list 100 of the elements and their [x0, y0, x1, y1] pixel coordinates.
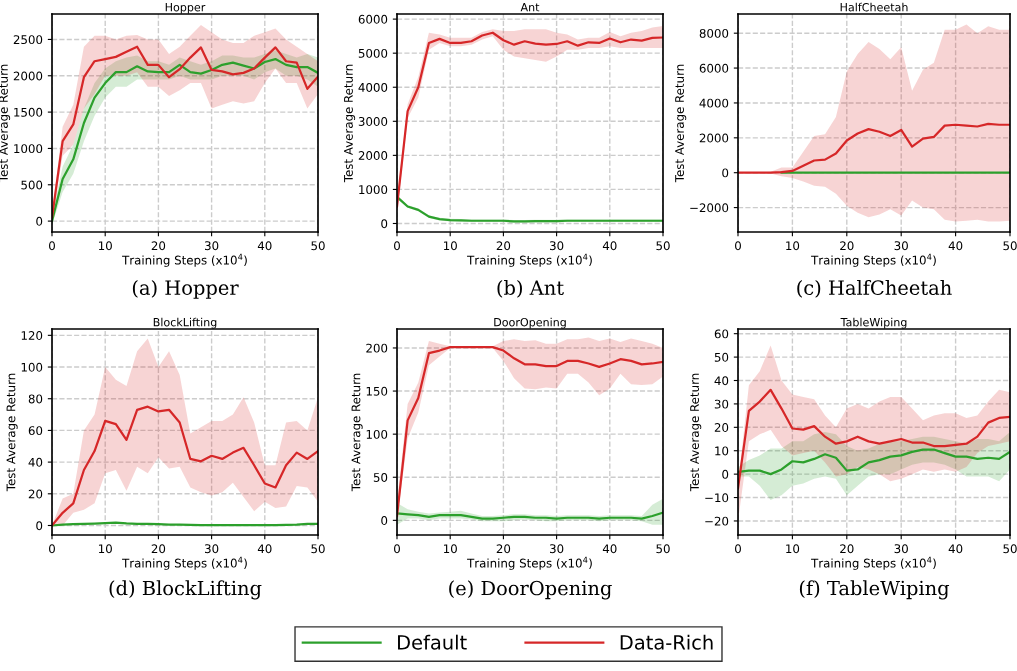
y-tick-label: 2000 [13, 71, 43, 81]
x-tick-label: 30 [204, 544, 219, 554]
y-tick-label: 40 [714, 376, 729, 386]
y-tick-label: 6000 [699, 63, 729, 73]
y-tick-label: 40 [28, 457, 43, 467]
x-tick-label: 30 [894, 241, 908, 251]
x-axis-title: Training Steps (x10$^{4}$) [122, 253, 247, 267]
text: (e) DoorOpening [449, 580, 612, 600]
y-tick-label: 0 [722, 168, 729, 178]
text: (f) TableWiping [799, 580, 950, 600]
x-tick-label: 40 [257, 241, 272, 251]
y-tick-label: 60 [28, 426, 43, 436]
y-axis-title: Test Average Return [351, 373, 363, 492]
x-tick-label: 10 [443, 241, 457, 251]
y-tick-label: 20 [28, 489, 43, 499]
y-tick-label: 1000 [359, 185, 388, 195]
x-tick-label: 50 [1003, 241, 1017, 251]
y-tick-label: 200 [366, 343, 388, 353]
x-tick-label: 0 [735, 544, 741, 554]
x-tick-label: 20 [496, 544, 511, 554]
line-series [52, 405, 318, 527]
x-tick-label: 40 [948, 241, 963, 251]
x-tick-label: 40 [602, 544, 617, 554]
chart-title: HalfCheetah [840, 2, 908, 12]
x-tick-label: 40 [257, 544, 272, 554]
x-axis-title: Training Steps (x10$^{4}$) [811, 556, 936, 570]
y-tick-label: 50 [373, 472, 388, 482]
y-tick-label: 2000 [358, 151, 388, 161]
x-tick-label: 30 [549, 544, 564, 554]
x-tick-label: 30 [204, 241, 219, 251]
y-tick-label: 4000 [699, 98, 729, 108]
y-tick-label: −20 [705, 516, 729, 526]
y-tick-label: 1000 [14, 144, 43, 154]
x-tick-label: 40 [948, 544, 963, 554]
y-tick-label: 8000 [699, 28, 729, 38]
x-tick-label: 20 [840, 544, 854, 554]
text: (b) Ant [497, 279, 564, 298]
x-tick-label: 10 [98, 241, 112, 251]
y-tick-label: 0 [722, 469, 729, 479]
y-tick-label: 100 [21, 362, 43, 372]
x-axis-title: Training Steps (x10$^{4}$) [122, 556, 247, 570]
line-series [738, 122, 1010, 174]
chart-title: DoorOpening [494, 317, 566, 329]
y-tick-label: −2000 [690, 203, 729, 213]
y-tick-label: −10 [705, 493, 729, 503]
y-tick-label: 100 [366, 429, 388, 439]
x-tick-label: 20 [840, 241, 854, 251]
y-tick-label: 5000 [358, 48, 388, 58]
y-tick-label: 50 [714, 352, 729, 362]
x-tick-label: 40 [602, 241, 617, 251]
text: (a) Hopper [132, 279, 239, 299]
x-tick-label: 0 [49, 241, 55, 251]
x-tick-label: 10 [786, 241, 800, 251]
y-axis-title: Test Average Return [0, 64, 11, 183]
chart-title: Hopper [165, 3, 206, 14]
text: (d) BlockLifting [109, 580, 262, 600]
chart-title: Ant [520, 3, 540, 12]
legend-label: Data-Rich [620, 634, 713, 650]
x-tick-label: 0 [735, 241, 741, 251]
y-tick-label: 2000 [699, 133, 729, 143]
y-tick-label: 120 [21, 331, 43, 340]
y-tick-label: 60 [714, 329, 729, 339]
x-tick-label: 10 [786, 544, 800, 554]
y-tick-label: 0 [36, 216, 43, 226]
y-tick-label: 0 [381, 219, 388, 229]
y-axis-title: Test Average Return [6, 373, 18, 492]
x-tick-label: 20 [496, 241, 511, 251]
y-tick-label: 3000 [358, 117, 388, 126]
y-axis-title: Test Average Return [675, 64, 687, 183]
x-tick-label: 20 [151, 544, 166, 554]
x-tick-label: 10 [98, 544, 112, 554]
y-tick-label: 0 [36, 521, 43, 531]
y-tick-label: 0 [381, 516, 388, 525]
x-tick-label: 0 [49, 544, 55, 554]
line-series [738, 448, 1010, 476]
y-tick-label: 500 [21, 180, 43, 190]
x-tick-label: 10 [443, 544, 457, 554]
x-tick-label: 0 [394, 544, 400, 554]
x-tick-label: 30 [549, 241, 564, 251]
x-tick-label: 50 [311, 544, 325, 554]
chart-title: BlockLifting [153, 317, 217, 329]
line-series [397, 511, 663, 520]
y-tick-label: 10 [715, 446, 729, 456]
x-tick-label: 50 [311, 241, 325, 251]
y-tick-label: 80 [28, 394, 43, 404]
y-tick-label: 20 [714, 423, 729, 432]
x-axis-title: Training Steps (x10$^{4}$) [467, 556, 592, 570]
x-tick-label: 20 [151, 241, 166, 251]
legend-label: Default [398, 634, 467, 650]
y-axis-title: Test Average Return [690, 373, 702, 492]
x-tick-label: 50 [656, 241, 670, 251]
x-tick-label: 50 [656, 544, 670, 554]
x-tick-label: 30 [894, 544, 908, 554]
text: (c) HalfCheetah [797, 279, 952, 298]
y-axis-title: Test Average Return [344, 64, 356, 183]
x-tick-label: 50 [1003, 544, 1017, 554]
x-axis-title: Training Steps (x10$^{4}$) [467, 253, 592, 267]
y-tick-label: 4000 [358, 82, 388, 92]
y-tick-label: 1500 [14, 107, 43, 117]
chart-title: TableWiping [840, 317, 907, 329]
